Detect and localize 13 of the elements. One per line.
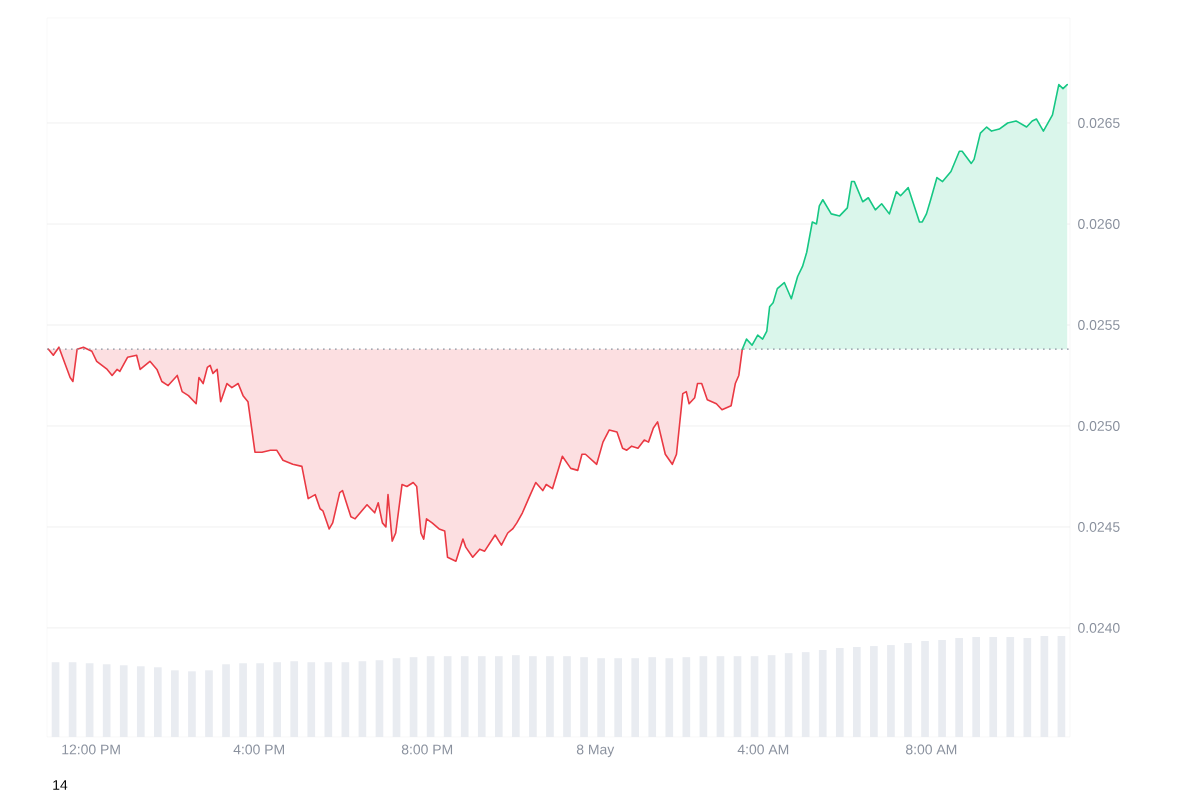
x-tick-label: 12:00 PM [62, 744, 120, 755]
y-tick-label: 0.0265 [1078, 118, 1120, 128]
x-tick-label: 8:00 PM [401, 744, 453, 755]
y-tick-label: 0.0250 [1078, 421, 1120, 431]
y-tick-label: 0.0240 [1078, 622, 1120, 633]
x-tick-label: 8:00 AM [906, 744, 957, 755]
y-tick-label: 0.0260 [1078, 219, 1120, 229]
x-tick-label: 8 May [576, 744, 615, 758]
x-tick-label: 4:00 AM [737, 744, 789, 755]
y-tick-label: 0.0255 [1078, 320, 1120, 330]
x-tick-label: 4:00 PM [233, 744, 284, 755]
text: 14 [53, 780, 68, 790]
y-tick-label: 0.0245 [1078, 521, 1120, 532]
